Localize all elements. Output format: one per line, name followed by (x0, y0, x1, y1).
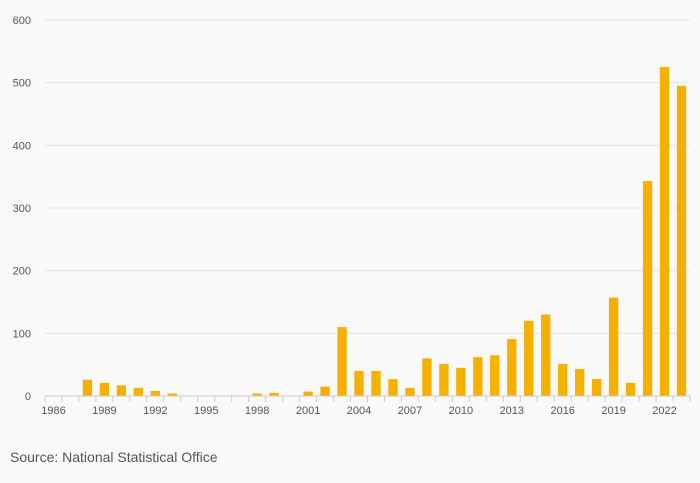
x-tick-label: 2022 (652, 405, 676, 417)
bar-2019 (608, 297, 619, 396)
bar-1989 (99, 382, 110, 396)
bar-2015 (541, 314, 551, 396)
x-tick-labels: 1986 1989 1992 1995 1998 2001 2004 2007 2010 2013… (41, 405, 677, 417)
x-tick-label: 2013 (500, 405, 524, 417)
x-tick-label: 2004 (347, 405, 371, 417)
x-tick-label: 1995 (194, 405, 218, 417)
y-tick-label: 600 (13, 15, 31, 27)
x-axis (44, 395, 691, 402)
x-tick-label: 2016 (550, 405, 574, 417)
bar-2017 (575, 369, 585, 396)
bar-2008 (422, 358, 432, 396)
bar-2006 (388, 379, 398, 396)
x-tick-label: 1992 (143, 405, 167, 417)
bar-2016 (558, 364, 568, 396)
x-tick-label: 2019 (601, 405, 625, 417)
bar-1999 (269, 392, 279, 396)
y-tick-label: 100 (13, 328, 31, 340)
bar-1992 (150, 390, 160, 396)
bar-2011 (473, 357, 483, 396)
x-tick-label: 2001 (296, 405, 320, 417)
y-tick-label: 400 (13, 140, 31, 152)
x-tick-label: 1986 (41, 405, 65, 417)
bar-2005 (371, 370, 381, 396)
bar-1991 (133, 387, 144, 396)
bars (82, 67, 687, 397)
bar-1990 (116, 385, 127, 396)
bar-2021 (642, 181, 653, 396)
bar-1993 (167, 393, 177, 396)
bar-2018 (591, 379, 602, 396)
y-tick-label: 0 (25, 391, 31, 403)
grid-lines (45, 19, 690, 334)
bar-2002 (320, 386, 330, 396)
bar-2007 (405, 387, 415, 396)
bar-2001 (303, 391, 313, 396)
bar-1998 (252, 393, 262, 396)
y-tick-labels: 0 100 200 300 400 500 600 (13, 15, 31, 403)
y-tick-label: 200 (13, 266, 31, 278)
bar-2009 (439, 364, 449, 396)
bar-2020 (625, 382, 636, 396)
bar-2022 (659, 67, 670, 396)
bar-1988 (82, 379, 93, 396)
x-tick-label: 2010 (449, 405, 473, 417)
bar-2004 (354, 370, 364, 396)
bar-2014 (524, 320, 534, 396)
bar-2012 (490, 355, 500, 396)
source-note: Source: National Statistical Office (10, 449, 218, 465)
x-tick-label: 1989 (92, 405, 116, 417)
bar-2003 (337, 327, 347, 396)
bar-2013 (507, 338, 517, 396)
bar-2023 (676, 85, 687, 397)
x-tick-label: 2007 (398, 405, 422, 417)
x-tick-label: 1998 (245, 405, 269, 417)
y-tick-label: 500 (13, 78, 31, 90)
y-tick-label: 300 (13, 203, 31, 215)
bar-2010 (456, 367, 466, 396)
